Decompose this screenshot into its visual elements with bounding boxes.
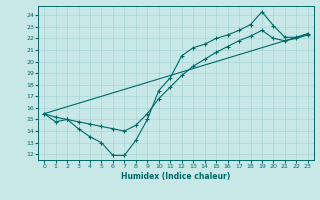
X-axis label: Humidex (Indice chaleur): Humidex (Indice chaleur) xyxy=(121,172,231,181)
